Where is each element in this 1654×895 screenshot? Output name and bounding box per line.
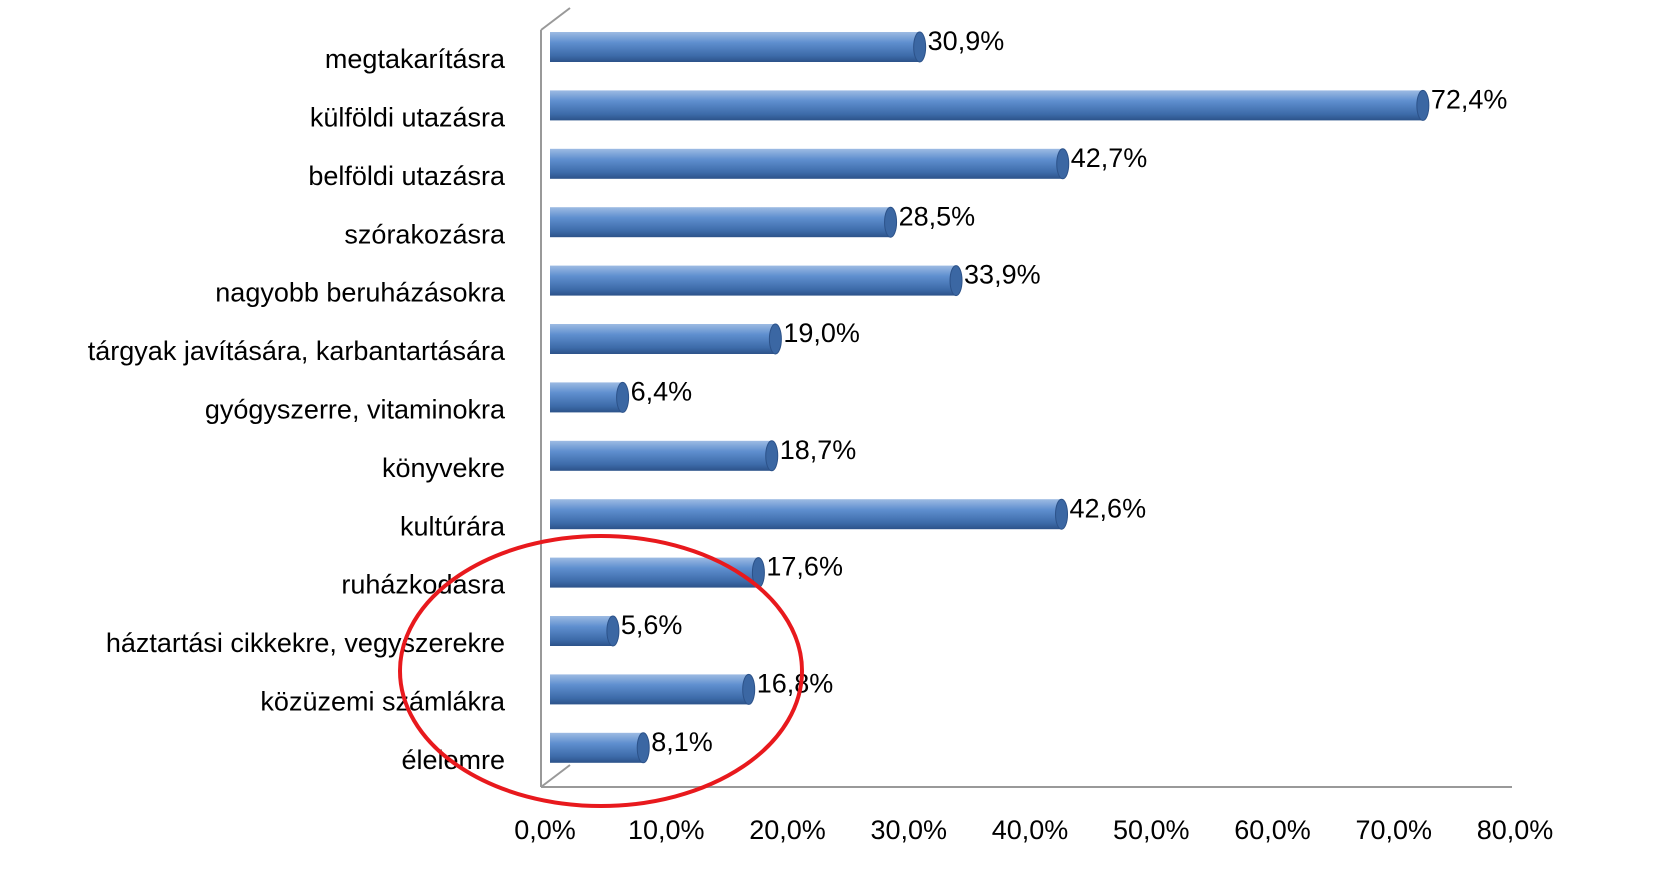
- y-tick-label: közüzemi számlákra: [260, 687, 506, 717]
- bar: [550, 90, 1423, 121]
- x-tick-label: 20,0%: [749, 815, 826, 845]
- x-tick-label: 60,0%: [1234, 815, 1311, 845]
- x-tick-label: 30,0%: [870, 815, 947, 845]
- y-tick-label: gyógyszerre, vitaminokra: [205, 395, 506, 425]
- value-label: 5,6%: [621, 610, 683, 640]
- x-tick-label: 80,0%: [1477, 815, 1554, 845]
- value-label: 33,9%: [964, 260, 1041, 290]
- y-tick-label: háztartási cikkekre, vegyszerekre: [106, 628, 505, 658]
- bar: [550, 265, 957, 296]
- bar-cap: [606, 615, 620, 647]
- value-label: 28,5%: [899, 201, 976, 231]
- bar: [550, 440, 772, 471]
- value-label: 30,9%: [928, 26, 1005, 56]
- x-tick-label: 10,0%: [628, 815, 705, 845]
- bar: [550, 499, 1062, 530]
- bar: [550, 616, 613, 646]
- bar: [550, 382, 623, 413]
- bar: [550, 557, 759, 588]
- bar-cap: [1056, 148, 1070, 180]
- bar-cap: [949, 265, 963, 297]
- y-tick-label: nagyobb beruházásokra: [215, 278, 506, 308]
- bar: [550, 674, 749, 705]
- bar-cap: [636, 732, 650, 764]
- bar: [550, 324, 776, 354]
- value-label: 42,7%: [1071, 143, 1148, 173]
- y-tick-label: ruházkodásra: [341, 570, 506, 600]
- x-tick-label: 70,0%: [1355, 815, 1432, 845]
- y-tick-label: élelemre: [401, 745, 505, 775]
- bar-cap: [616, 381, 630, 413]
- value-label: 19,0%: [783, 318, 860, 348]
- y-tick-label: megtakarításra: [325, 44, 506, 74]
- bar: [550, 32, 920, 62]
- y-tick-label: tárgyak javítására, karbantartására: [88, 336, 506, 366]
- bar-cap: [765, 440, 779, 472]
- value-label: 42,6%: [1070, 493, 1147, 523]
- value-label: 8,1%: [651, 727, 713, 757]
- bar-cap: [884, 206, 898, 238]
- bar: [550, 732, 644, 763]
- bar-cap: [913, 31, 927, 63]
- value-label: 16,8%: [757, 669, 834, 699]
- x-tick-label: 0,0%: [514, 815, 576, 845]
- y-tick-label: belföldi utazásra: [308, 161, 506, 191]
- value-label: 17,6%: [766, 552, 843, 582]
- x-tick-label: 40,0%: [992, 815, 1069, 845]
- highlight-circle: [398, 534, 804, 808]
- y-tick-label: szórakozásra: [344, 219, 506, 249]
- value-label: 18,7%: [780, 435, 857, 465]
- y-tick-label: könyvekre: [382, 453, 505, 483]
- bar-cap: [1055, 498, 1069, 530]
- bar-cap: [742, 673, 756, 705]
- bar: [550, 148, 1063, 179]
- y-tick-label: külföldi utazásra: [310, 103, 506, 133]
- value-label: 6,4%: [631, 377, 693, 407]
- y-tick-label: kultúrára: [400, 511, 506, 541]
- bar-cap: [768, 323, 782, 355]
- x-tick-label: 50,0%: [1113, 815, 1190, 845]
- bar-cap: [1416, 89, 1430, 121]
- bar: [550, 207, 891, 238]
- value-label: 72,4%: [1431, 85, 1508, 115]
